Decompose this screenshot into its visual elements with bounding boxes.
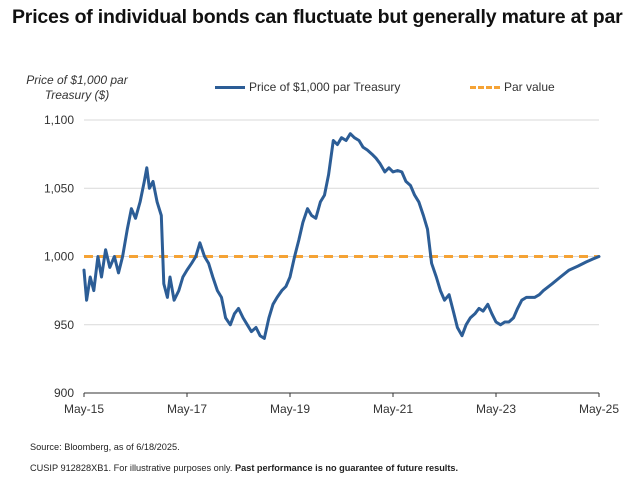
- x-tick-label: May-25: [579, 402, 619, 416]
- y-tick-label: 900: [54, 386, 74, 400]
- legend-item-treasury: Price of $1,000 par Treasury: [215, 80, 400, 94]
- x-tick-label: May-17: [167, 402, 207, 416]
- legend-label-treasury: Price of $1,000 par Treasury: [249, 80, 401, 94]
- y-tick-label: 1,100: [44, 113, 74, 127]
- footnote-source: Source: Bloomberg, as of 6/18/2025.: [30, 442, 180, 452]
- legend-swatch-solid: [215, 85, 245, 89]
- legend-label-par: Par value: [504, 80, 555, 94]
- x-tick-label: May-15: [64, 402, 104, 416]
- y-tick-label: 1,000: [44, 250, 74, 264]
- footnote-disclaimer: Past performance is no guarantee of futu…: [234, 463, 459, 473]
- x-tick-label: May-19: [270, 402, 310, 416]
- x-tick-label: May-23: [476, 402, 516, 416]
- footnote-cusip: CUSIP 912828XB1. For illustrative purpos…: [30, 463, 458, 473]
- footnote-cusip-text: CUSIP 912828XB1. For illustrative purpos…: [30, 463, 233, 473]
- legend-swatch-dashed: [470, 85, 500, 89]
- legend-item-par: Par value: [470, 80, 555, 94]
- x-tick-label: May-21: [373, 402, 413, 416]
- y-tick-label: 950: [54, 318, 74, 332]
- treasury-price-line: [82, 132, 601, 340]
- y-tick-label: 1,050: [44, 181, 74, 195]
- chart-title: Prices of individual bonds can fluctuate…: [12, 6, 623, 28]
- y-axis-label: Price of $1,000 par Treasury ($): [26, 73, 128, 102]
